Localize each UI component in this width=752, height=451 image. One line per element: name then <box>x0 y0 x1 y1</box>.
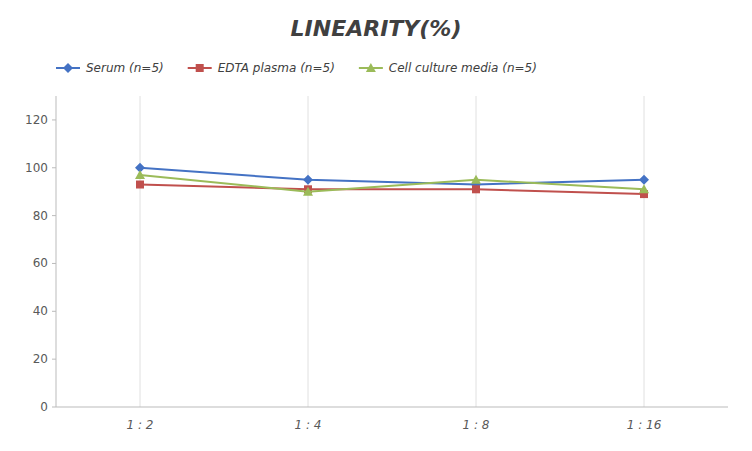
legend-marker <box>366 63 376 72</box>
y-tick <box>52 119 56 120</box>
grid-line <box>644 96 645 407</box>
y-tick <box>52 263 56 264</box>
point <box>472 185 480 193</box>
y-tick <box>52 311 56 312</box>
y-tick <box>52 167 56 168</box>
grid-line <box>476 96 477 407</box>
point <box>303 187 313 196</box>
point <box>639 184 649 193</box>
point <box>303 175 313 185</box>
legend-label: Serum (n=5) <box>86 61 164 75</box>
title: LINEARITY(%) <box>291 16 462 41</box>
series-line <box>140 175 644 192</box>
plot-area <box>135 163 649 198</box>
y-tick <box>52 407 56 408</box>
x-axis-line <box>56 407 728 408</box>
y-axis-line <box>56 96 57 407</box>
y-tick-label: 40 <box>33 304 48 318</box>
x-tick-label: 1 : 2 <box>127 418 154 432</box>
y-tick-label: 20 <box>33 352 48 366</box>
y-tick-label: 120 <box>25 113 48 127</box>
legend-label: Cell culture media (n=5) <box>389 61 537 75</box>
y-tick-label: 60 <box>33 256 48 270</box>
y-tick <box>52 215 56 216</box>
y-tick-label: 100 <box>25 161 48 175</box>
y-tick <box>52 359 56 360</box>
legend-label: EDTA plasma (n=5) <box>218 61 335 75</box>
x-tick-label: 1 : 16 <box>627 418 662 432</box>
legend-marker <box>63 63 73 73</box>
legend-marker <box>196 64 204 72</box>
y-tick-label: 0 <box>40 400 48 414</box>
y-tick-label: 80 <box>33 209 48 223</box>
legend: Serum (n=5) EDTA plasma (n=5) Cell culture… <box>56 61 537 75</box>
grid-line <box>140 96 141 407</box>
chart: LINEARITY(%) 0 20 40 60 80 100 120 1 : 2 1 : 4 1 :… <box>0 0 752 451</box>
point <box>471 175 481 184</box>
point <box>639 175 649 185</box>
point <box>136 181 144 189</box>
grid <box>140 96 644 407</box>
point <box>135 170 145 179</box>
grid-line <box>308 96 309 407</box>
x-tick-label: 1 : 8 <box>463 418 490 432</box>
x-tick-label: 1 : 4 <box>295 418 322 432</box>
